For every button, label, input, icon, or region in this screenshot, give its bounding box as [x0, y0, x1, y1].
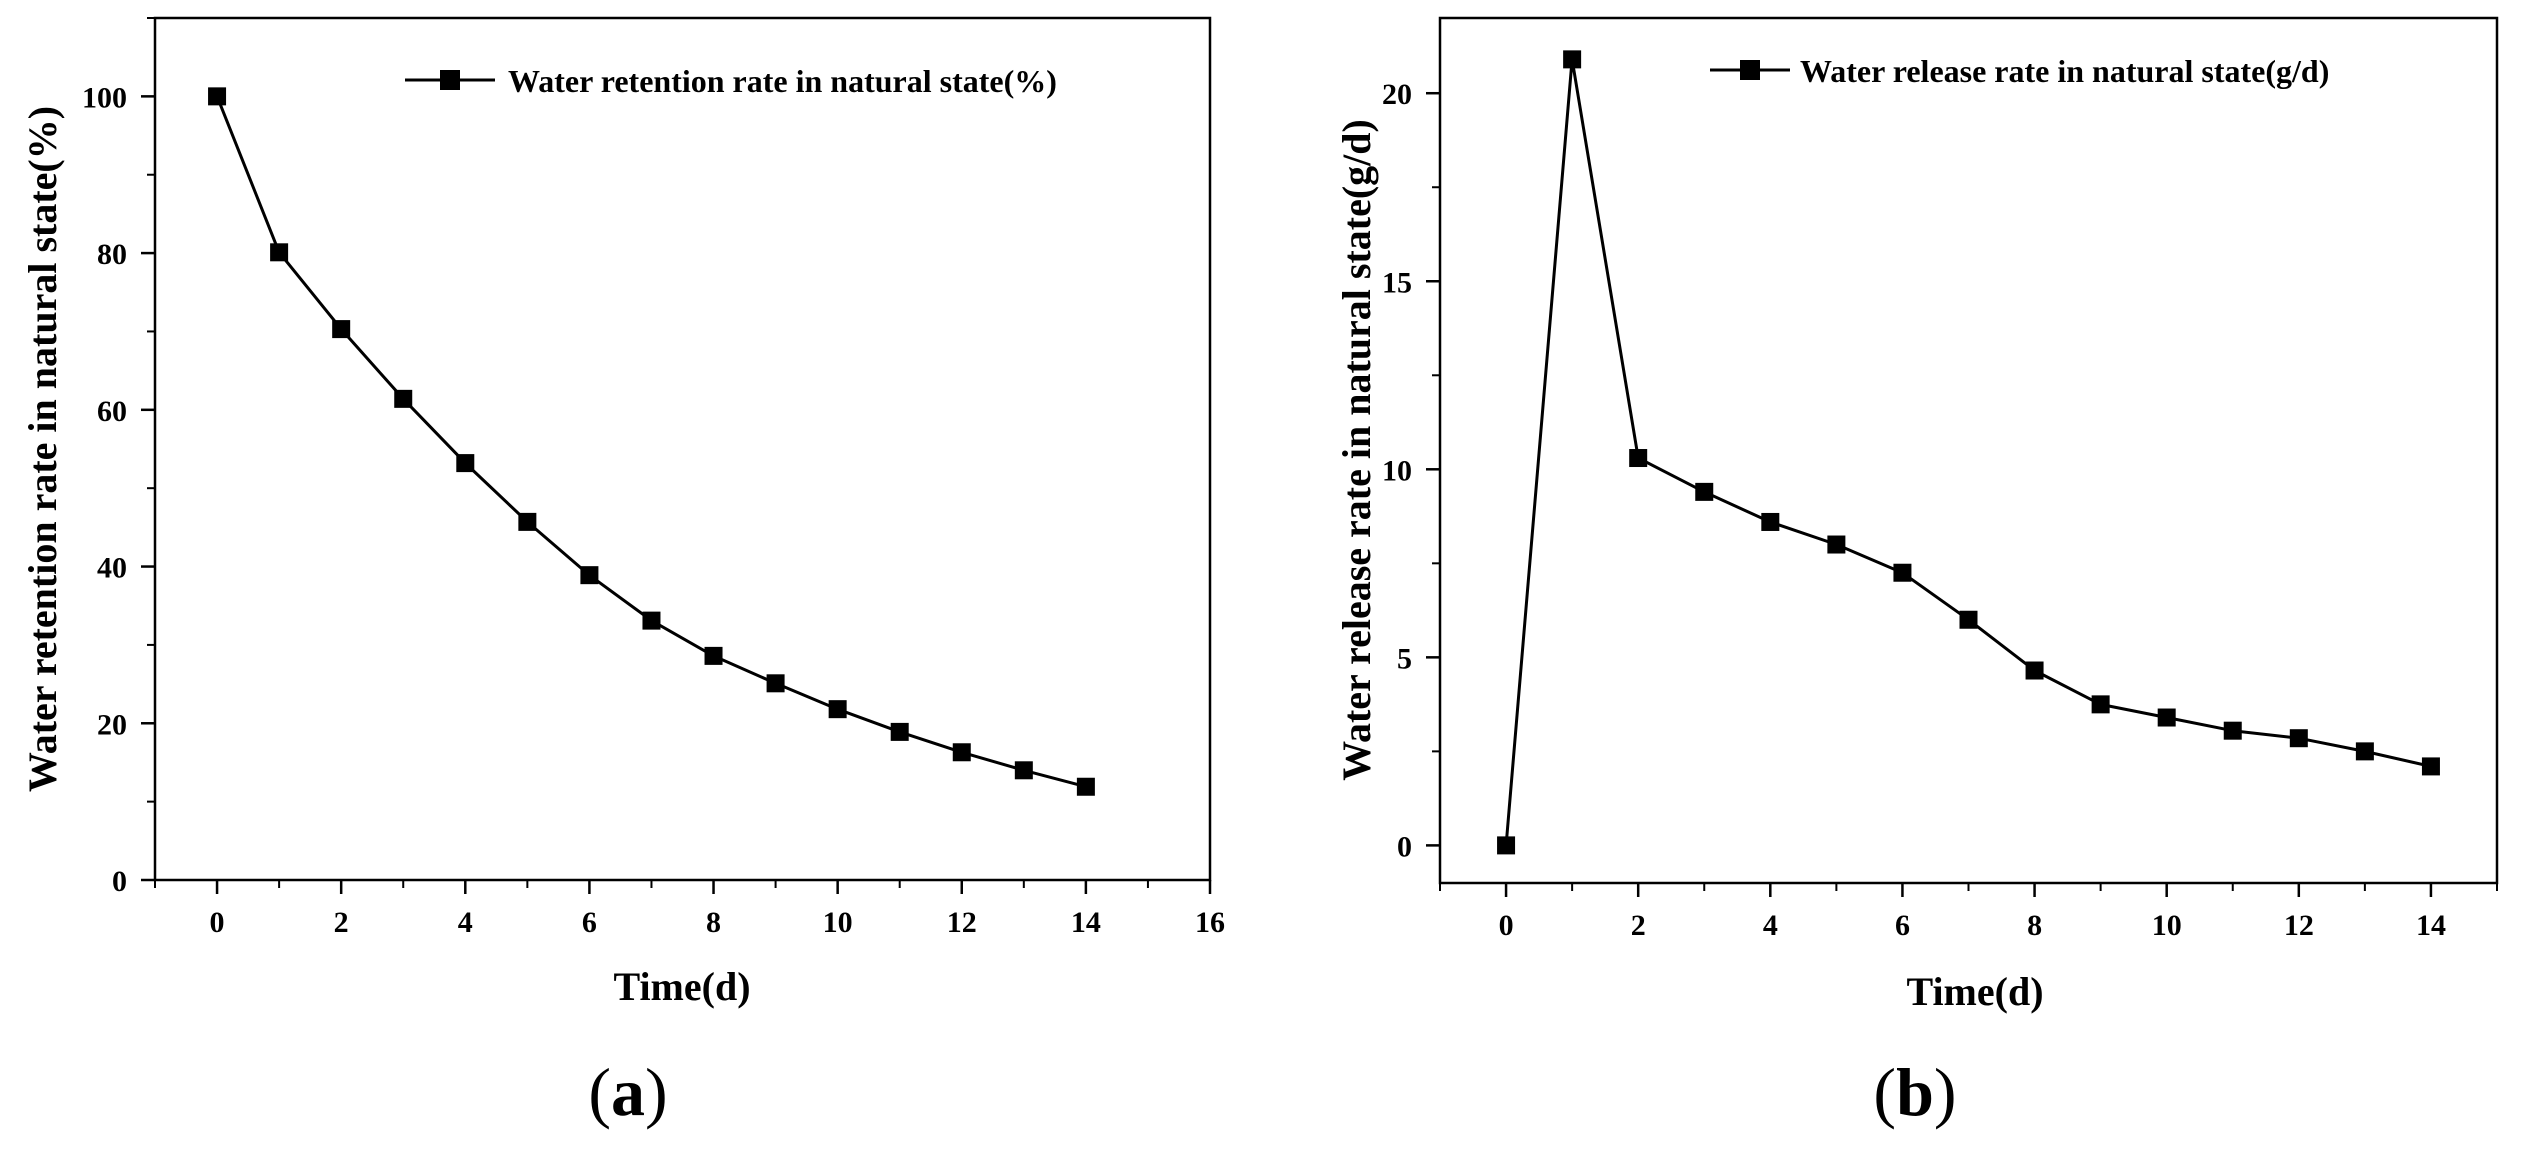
data-point-a-12: [952, 743, 971, 762]
data-point-a-8: [704, 646, 723, 665]
y-axis-title-b: Water release rate in natural state(g/d): [1334, 119, 1379, 781]
x-tick-label-4: 4: [1763, 909, 1778, 942]
x-tick-label-10: 10: [823, 906, 853, 939]
series-b: [1497, 50, 2440, 855]
y-tick-label-5: 5: [1397, 642, 1412, 675]
data-point-a-13: [1014, 761, 1033, 780]
data-point-a-4: [456, 454, 475, 473]
legend-a: Water retention rate in natural state(%): [405, 63, 1057, 99]
y-tick-label-15: 15: [1382, 266, 1412, 299]
data-point-a-9: [766, 674, 785, 693]
x-tick-label-12: 12: [947, 906, 977, 939]
x-tick-label-8: 8: [706, 906, 721, 939]
data-point-b-4: [1761, 512, 1780, 531]
y-tick-label-20: 20: [1382, 78, 1412, 111]
y-tick-label-60: 60: [97, 395, 127, 428]
data-point-b-6: [1893, 563, 1912, 582]
x-tick-label-14: 14: [2416, 909, 2446, 942]
data-point-b-0: [1497, 836, 1516, 855]
x-tick-label-8: 8: [2027, 909, 2042, 942]
series-line-a: [215, 95, 1087, 789]
data-point-a-5: [518, 512, 537, 531]
y-tick-label-0: 0: [112, 865, 127, 898]
y-tick-label-20: 20: [97, 708, 127, 741]
data-point-b-12: [2289, 729, 2308, 748]
x-tick-label-2: 2: [1631, 909, 1646, 942]
plot-frame-b: [1438, 16, 2499, 885]
data-point-b-10: [2157, 708, 2176, 727]
data-point-a-11: [890, 722, 909, 741]
x-tick-label-16: 16: [1195, 906, 1225, 939]
x-tick-label-6: 6: [582, 906, 597, 939]
x-tick-label-0: 0: [1499, 909, 1514, 942]
plot-frame-a: [153, 16, 1212, 882]
data-point-b-2: [1629, 449, 1648, 468]
data-point-b-14: [2421, 757, 2440, 776]
panel-label-b: (b): [1873, 1054, 1956, 1130]
y-tick-label-0: 0: [1397, 830, 1412, 863]
x-tick-label-6: 6: [1895, 909, 1910, 942]
legend-b: Water release rate in natural state(g/d): [1710, 53, 2329, 89]
chart-panel-b: 0 2 4 6 8 10 12 14 0 5 10 15 20 Water release rate i…: [1334, 16, 2499, 1130]
y-tick-label-80: 80: [97, 238, 127, 271]
legend-label-b: Water release rate in natural state(g/d): [1800, 53, 2329, 89]
chart-panel-a: 0 2 4 6 8 10 12 14 16 0 20 40 60 80 100 Water retentio…: [20, 16, 1225, 1130]
data-point-a-10: [828, 700, 847, 719]
data-point-a-7: [642, 611, 661, 630]
data-point-a-2: [332, 320, 351, 339]
data-point-b-3: [1695, 482, 1714, 501]
x-tick-label-4: 4: [458, 906, 473, 939]
x-tick-label-14: 14: [1071, 906, 1101, 939]
y-tick-label-10: 10: [1382, 454, 1412, 487]
y-tick-label-100: 100: [82, 81, 127, 114]
x-axis-title-b: Time(d): [1906, 969, 2043, 1014]
data-point-b-11: [2223, 721, 2242, 740]
data-point-b-13: [2355, 742, 2374, 761]
data-point-b-5: [1827, 535, 1846, 554]
panel-label-a: (a): [588, 1054, 667, 1130]
x-tick-label-2: 2: [334, 906, 349, 939]
x-tick-label-0: 0: [210, 906, 225, 939]
data-point-b-9: [2091, 695, 2110, 714]
data-point-a-0: [208, 87, 227, 106]
data-point-b-1: [1563, 50, 1582, 69]
axis-ticks-b: 0 2 4 6 8 10 12 14 0 5 10 15 20: [1382, 78, 2498, 942]
legend-marker-b: [1740, 60, 1760, 80]
y-tick-label-40: 40: [97, 552, 127, 585]
series-a: [208, 87, 1095, 796]
data-point-a-14: [1076, 777, 1095, 796]
data-point-b-8: [2025, 661, 2044, 680]
legend-label-a: Water retention rate in natural state(%): [508, 63, 1057, 99]
legend-marker-a: [440, 70, 460, 90]
y-axis-title-a: Water retention rate in natural state(%): [20, 106, 65, 792]
data-point-a-1: [270, 243, 289, 262]
x-axis-title-a: Time(d): [613, 964, 750, 1009]
axis-ticks-a: 0 2 4 6 8 10 12 14 16 0 20 40 60 80 100: [82, 17, 1225, 939]
x-tick-label-10: 10: [2152, 909, 2182, 942]
data-point-b-7: [1959, 610, 1978, 629]
x-tick-label-12: 12: [2284, 909, 2314, 942]
data-point-a-6: [580, 566, 599, 585]
data-point-a-3: [394, 389, 413, 408]
